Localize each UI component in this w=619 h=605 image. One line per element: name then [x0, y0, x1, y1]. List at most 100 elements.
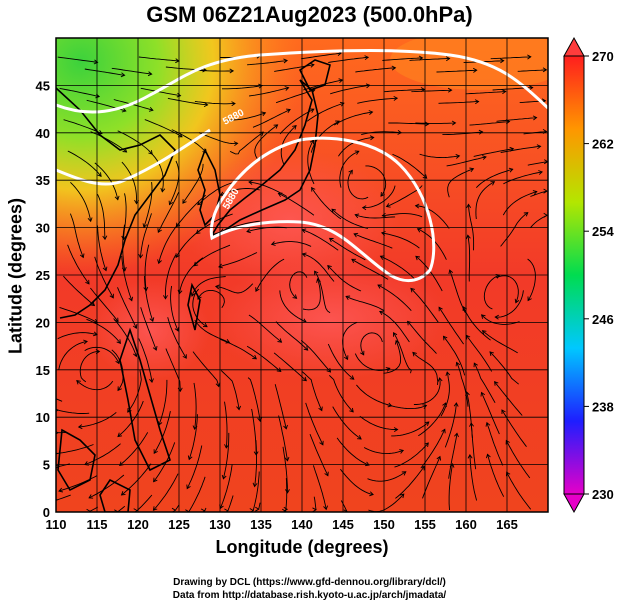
x-tick-label: 110 — [46, 517, 67, 532]
streamline — [355, 214, 396, 219]
streamline — [89, 506, 99, 512]
streamline-arrowhead — [285, 489, 290, 494]
streamline — [327, 343, 355, 380]
streamline-arrowhead — [377, 284, 383, 289]
streamline — [415, 255, 443, 292]
streamline-arrowhead — [393, 332, 398, 337]
streamline-arrowhead — [393, 427, 399, 432]
streamline — [188, 414, 198, 460]
streamline-arrowhead — [380, 192, 385, 197]
streamline — [440, 372, 450, 417]
x-tick-label: 150 — [373, 517, 395, 532]
streamline-arrowhead — [231, 101, 236, 107]
streamline-arrowhead — [270, 241, 276, 246]
streamline-arrowhead — [233, 141, 239, 147]
streamline-arrowhead — [114, 195, 120, 201]
streamline — [486, 422, 504, 466]
streamline-arrowhead — [193, 261, 199, 267]
streamline-arrowhead — [536, 144, 542, 150]
streamline — [153, 473, 179, 511]
streamline — [330, 84, 370, 95]
streamline — [186, 445, 203, 489]
streamline-arrowhead — [218, 263, 223, 269]
streamline-arrowhead — [345, 295, 351, 300]
streamline-arrowhead — [448, 269, 454, 275]
streamline-arrowhead — [176, 92, 182, 98]
streamline-arrowhead — [453, 402, 459, 407]
streamline-arrowhead — [224, 508, 229, 512]
streamline — [307, 139, 315, 185]
colorbar-tick-label: 230 — [592, 487, 614, 502]
streamline — [527, 161, 548, 166]
streamline — [345, 295, 385, 312]
streamline-arrowhead — [447, 87, 453, 93]
streamline-arrowhead — [56, 452, 58, 455]
streamline — [409, 58, 450, 61]
streamline — [447, 168, 474, 198]
streamline — [59, 87, 100, 98]
streamline-arrowhead — [338, 78, 344, 84]
streamline — [331, 208, 369, 229]
streamline-arrowhead — [102, 235, 108, 241]
streamline — [88, 474, 125, 499]
streamline — [197, 289, 225, 309]
streamline — [418, 402, 447, 437]
streamline-arrowhead — [116, 339, 121, 344]
streamline — [380, 255, 416, 280]
streamline — [76, 380, 114, 391]
streamline-arrowhead — [229, 68, 235, 74]
streamline-arrowhead — [354, 150, 360, 155]
streamline-arrowhead — [542, 67, 548, 73]
streamline-arrowhead — [393, 95, 399, 101]
streamline-arrowhead — [501, 89, 507, 95]
streamline-arrowhead — [437, 377, 443, 382]
streamline-arrowhead — [117, 386, 122, 392]
streamline — [248, 314, 282, 343]
y-tick-label: 30 — [36, 221, 50, 236]
streamline — [506, 471, 532, 510]
streamline-arrowhead — [200, 508, 206, 512]
streamline-arrowhead — [445, 56, 451, 62]
streamline — [494, 381, 523, 416]
streamline-arrowhead — [349, 407, 354, 413]
streamline — [218, 252, 258, 268]
streamline — [158, 223, 179, 264]
streamline-arrowhead — [339, 101, 345, 107]
streamline-arrowhead — [466, 203, 472, 209]
streamline — [278, 415, 288, 461]
colorbar-tick-label: 262 — [592, 137, 614, 152]
streamline — [139, 213, 152, 258]
streamline-arrowhead — [246, 228, 251, 234]
streamline — [70, 181, 92, 222]
streamline-arrowhead — [147, 71, 153, 77]
streamline — [204, 507, 207, 512]
streamline — [490, 56, 531, 60]
y-tick-label: 40 — [36, 126, 50, 141]
streamline — [144, 275, 154, 322]
streamline-arrowhead — [214, 284, 220, 290]
streamline — [436, 69, 477, 73]
y-axis-label: Latitude (degrees) — [5, 197, 26, 355]
streamline-arrowhead — [311, 186, 316, 192]
streamline-arrowhead — [97, 172, 102, 177]
plot-title: GSM 06Z21Aug2023 (500.0hPa) — [146, 2, 473, 27]
streamline-arrowhead — [324, 471, 329, 477]
streamline-arrowhead — [527, 54, 532, 60]
streamline-arrowhead — [87, 217, 93, 223]
streamline-arrowhead — [379, 255, 385, 260]
streamline-arrowhead — [351, 258, 356, 264]
streamline — [413, 377, 441, 405]
streamline-arrowhead — [215, 382, 221, 388]
streamline — [215, 283, 254, 294]
colorbar: 230 238 246 254 262 270 — [563, 36, 614, 514]
streamline-arrowhead — [283, 424, 288, 430]
streamline — [167, 317, 187, 359]
streamline — [63, 119, 103, 135]
streamline-arrowhead — [115, 359, 120, 365]
y-tick-label: 20 — [36, 315, 50, 330]
streamline — [355, 67, 396, 73]
streamline-arrowhead — [143, 286, 149, 292]
streamline — [489, 351, 519, 385]
streamline-arrowhead — [514, 298, 520, 304]
